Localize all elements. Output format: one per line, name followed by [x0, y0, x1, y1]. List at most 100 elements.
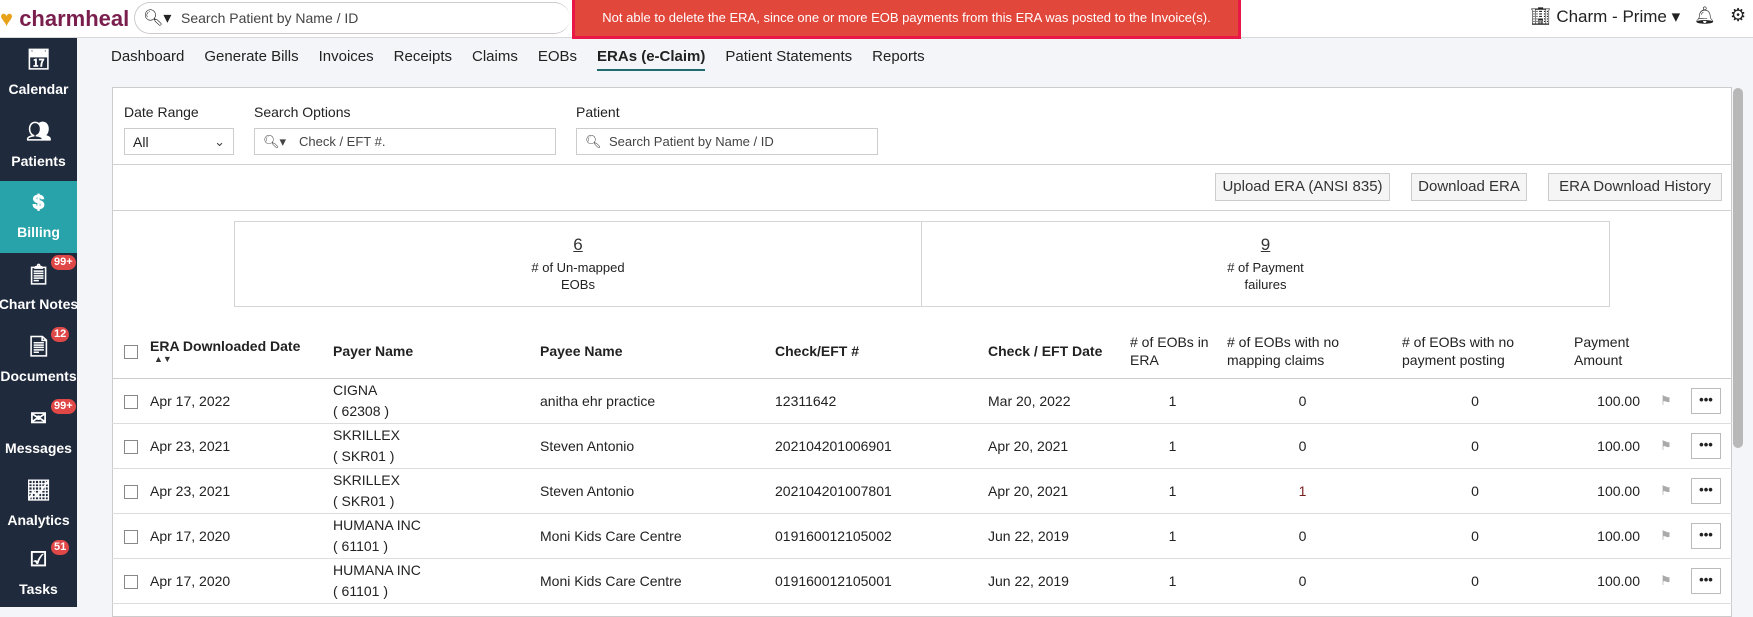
search-icon: 🔍︎ [585, 134, 602, 149]
eobs-no-posting: 0 [1390, 468, 1560, 514]
eobs-no-posting: 0 [1390, 558, 1560, 604]
sidebar-label: Calendar [8, 81, 69, 97]
flag-icon[interactable]: ⚑ [1660, 573, 1672, 588]
payer-id: ( 61101 ) [333, 537, 388, 554]
tab-receipts[interactable]: Receipts [393, 48, 452, 65]
check-date: Jun 22, 2019 [988, 513, 1130, 559]
check-number: 202104201006901 [775, 423, 988, 469]
tab-claims[interactable]: Claims [472, 48, 518, 65]
sidebar-item-messages[interactable]: ✉ 99+ Messages [0, 397, 77, 469]
sidebar-item-analytics[interactable]: 📈︎ Analytics [0, 469, 77, 541]
flag-icon[interactable]: ⚑ [1660, 528, 1672, 543]
era-download-history-button[interactable]: ERA Download History [1548, 173, 1722, 201]
col-check: Check/EFT # [775, 324, 988, 379]
search-icon[interactable]: 🔍︎▾ [263, 134, 287, 149]
table-row[interactable]: Apr 23, 2021 SKRILLEX ( SKR01 ) Steven An… [112, 423, 1732, 469]
eobs-in-era: 1 [1130, 558, 1215, 604]
row-checkbox[interactable] [124, 484, 138, 499]
payment-amount: 100.00 [1560, 378, 1640, 424]
eobs-no-mapping[interactable]: 1 [1215, 468, 1390, 514]
download-era-button[interactable]: Download ERA [1411, 173, 1527, 201]
table-row[interactable]: Apr 17, 2020 HUMANA INC ( 61101 ) Moni Ki… [112, 558, 1732, 604]
flag-icon[interactable]: ⚑ [1660, 393, 1672, 408]
era-date: Apr 23, 2021 [150, 468, 333, 514]
sidebar-item-documents[interactable]: 📄︎ 12 Documents [0, 325, 77, 397]
billing-tabs: Dashboard Generate Bills Invoices Receip… [111, 48, 945, 71]
payer-name: HUMANA INC [333, 516, 421, 533]
payment-failures-stat: 9 # of Payment failures [922, 222, 1609, 306]
table-row[interactable]: Apr 17, 2020 HUMANA INC ( 61101 ) Moni Ki… [112, 513, 1732, 559]
tab-invoices[interactable]: Invoices [318, 48, 374, 65]
gear-icon[interactable]: ⚙ [1730, 5, 1747, 25]
more-options-button[interactable]: ••• [1691, 432, 1721, 459]
eobs-no-posting: 0 [1390, 378, 1560, 424]
era-date: Apr 17, 2020 [150, 513, 333, 559]
badge: 12 [51, 327, 70, 342]
search-icon[interactable]: 🔍︎▾ [143, 10, 172, 27]
more-options-button[interactable]: ••• [1691, 387, 1721, 414]
sidebar-item-billing[interactable]: 💲︎ Billing [0, 181, 77, 253]
check-date: Apr 20, 2021 [988, 423, 1130, 469]
eobs-no-mapping: 0 [1215, 423, 1390, 469]
check-eft-search-input[interactable]: 🔍︎▾ Check / EFT #. [254, 128, 556, 155]
row-checkbox[interactable] [124, 574, 138, 589]
row-checkbox[interactable] [124, 529, 138, 544]
row-checkbox[interactable] [124, 439, 138, 454]
select-all-checkbox[interactable] [124, 344, 138, 359]
col-payee: Payee Name [540, 324, 775, 379]
payment-failures-count[interactable]: 9 [1260, 235, 1271, 254]
payee-name: Steven Antonio [540, 468, 775, 514]
more-options-button[interactable]: ••• [1691, 567, 1721, 594]
eobs-no-mapping: 0 [1215, 378, 1390, 424]
col-amount: Payment Amount [1560, 324, 1640, 379]
stat-label: # of Payment [1227, 260, 1304, 275]
sidebar-item-patients[interactable]: 👥︎ Patients [0, 110, 77, 182]
tab-patient-statements[interactable]: Patient Statements [725, 48, 853, 65]
more-options-button[interactable]: ••• [1691, 522, 1721, 549]
era-stats: 6 # of Un-mapped EOBs 9 # of Payment failu… [234, 221, 1610, 307]
payment-amount: 100.00 [1560, 558, 1640, 604]
table-row[interactable]: Apr 17, 2022 CIGNA ( 62308 ) anitha ehr p… [112, 378, 1732, 424]
scrollbar[interactable] [1733, 88, 1743, 448]
payer-name: CIGNA [333, 381, 378, 398]
org-selector[interactable]: 🏢︎ Charm - Prime ▾ [1530, 7, 1681, 26]
bell-icon[interactable]: 🔔︎ [1694, 6, 1716, 25]
messages-icon: ✉ [30, 408, 47, 430]
more-options-button[interactable]: ••• [1691, 477, 1721, 504]
tasks-icon: ☑ [29, 549, 48, 571]
error-toast: Not able to delete the ERA, since one or… [572, 0, 1241, 39]
sidebar-item-tasks[interactable]: ☑ 51 Tasks [0, 538, 77, 610]
table-row[interactable]: Apr 23, 2021 SKRILLEX ( SKR01 ) Steven An… [112, 468, 1732, 514]
check-date: Mar 20, 2022 [988, 378, 1130, 424]
sidebar-item-calendar[interactable]: 📅︎ Calendar [0, 38, 77, 110]
charmhealth-logo[interactable]: ♥ charmheal [0, 6, 130, 31]
col-era-date[interactable]: ERA Downloaded Date ▲▼ [150, 324, 333, 379]
col-no-posting: # of EOBs with no payment posting [1390, 324, 1560, 379]
tab-eras[interactable]: ERAs (e-Claim) [597, 48, 706, 71]
flag-icon[interactable]: ⚑ [1660, 438, 1672, 453]
sidebar-item-chart-notes[interactable]: 📋︎ 99+ Chart Notes [0, 253, 78, 325]
upload-era-button[interactable]: Upload ERA (ANSI 835) [1215, 173, 1390, 201]
tab-eobs[interactable]: EOBs [537, 48, 578, 65]
header-label: ERA Downloaded Date [150, 337, 301, 354]
chevron-down-icon: ⌄ [214, 134, 225, 149]
search-options-label: Search Options [254, 104, 351, 120]
unmapped-eobs-count[interactable]: 6 [573, 235, 583, 254]
row-checkbox[interactable] [124, 394, 138, 409]
tab-reports[interactable]: Reports [872, 48, 925, 65]
flag-icon[interactable]: ⚑ [1660, 483, 1672, 498]
global-patient-search[interactable]: 🔍︎▾ Search Patient by Name / ID [134, 2, 570, 34]
logo-text: charmheal [19, 6, 130, 31]
date-range-select[interactable]: All ⌄ [124, 128, 234, 155]
date-range-label: Date Range [124, 104, 199, 120]
analytics-icon: 📈︎ [26, 480, 52, 502]
eobs-in-era: 1 [1130, 378, 1215, 424]
patient-search-input[interactable]: 🔍︎ Search Patient by Name / ID [576, 128, 878, 155]
col-no-mapping: # of EOBs with no mapping claims [1215, 324, 1390, 379]
chart-notes-icon: 📋︎ [26, 264, 52, 286]
tab-dashboard[interactable]: Dashboard [111, 48, 185, 65]
stat-label: # of Un-mapped [531, 260, 625, 275]
col-eobs-in-era: # of EOBs in ERA [1130, 324, 1215, 379]
tab-generate-bills[interactable]: Generate Bills [204, 48, 299, 65]
sort-icon[interactable]: ▲▼ [154, 353, 172, 364]
